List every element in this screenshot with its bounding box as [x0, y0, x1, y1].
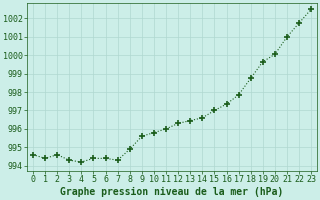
X-axis label: Graphe pression niveau de la mer (hPa): Graphe pression niveau de la mer (hPa): [60, 187, 284, 197]
